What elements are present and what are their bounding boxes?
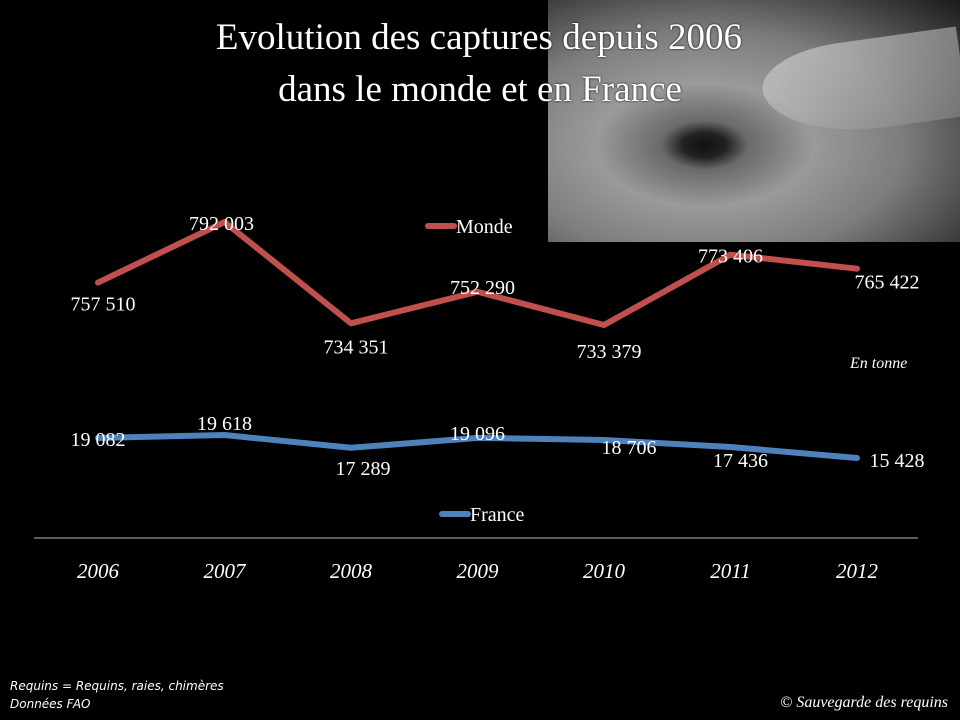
data-label: 17 289 <box>336 458 391 480</box>
series-line-monde <box>95 219 860 329</box>
data-label: 733 379 <box>577 341 642 363</box>
data-label: 734 351 <box>324 336 389 358</box>
x-tick-label: 2007 <box>204 559 248 583</box>
x-tick-label: 2012 <box>836 559 879 583</box>
chart-subtitle: dans le monde et en France <box>278 69 682 110</box>
x-tick-label: 2006 <box>77 559 120 583</box>
note-source: Données FAO <box>10 697 91 711</box>
copyright: © Sauvegarde des requins <box>780 694 948 711</box>
series-line-france <box>95 432 860 462</box>
shark-photo <box>548 0 960 242</box>
legend-label-france: France <box>470 504 525 526</box>
data-label: 19 618 <box>197 413 252 435</box>
legend-label-monde: Monde <box>456 216 513 238</box>
x-tick-label: 2009 <box>457 559 500 583</box>
data-label: 757 510 <box>71 294 136 316</box>
note-requins: Requins = Requins, raies, chimères <box>10 679 224 693</box>
data-label: 773 406 <box>698 246 763 268</box>
unit-note: En tonne <box>850 355 908 372</box>
chart-title: Evolution des captures depuis 2006 <box>215 17 743 58</box>
data-label: 17 436 <box>713 450 768 472</box>
data-label: 18 706 <box>602 437 657 459</box>
data-label: 765 422 <box>855 272 920 294</box>
data-label: 15 428 <box>870 450 925 472</box>
data-label: 792 003 <box>189 213 254 235</box>
data-label: 752 290 <box>450 277 515 299</box>
data-label: 19 082 <box>71 429 126 451</box>
x-tick-label: 2010 <box>583 559 626 583</box>
x-tick-label: 2011 <box>710 559 750 583</box>
x-tick-label: 2008 <box>330 559 373 583</box>
data-label: 19 096 <box>450 423 505 445</box>
